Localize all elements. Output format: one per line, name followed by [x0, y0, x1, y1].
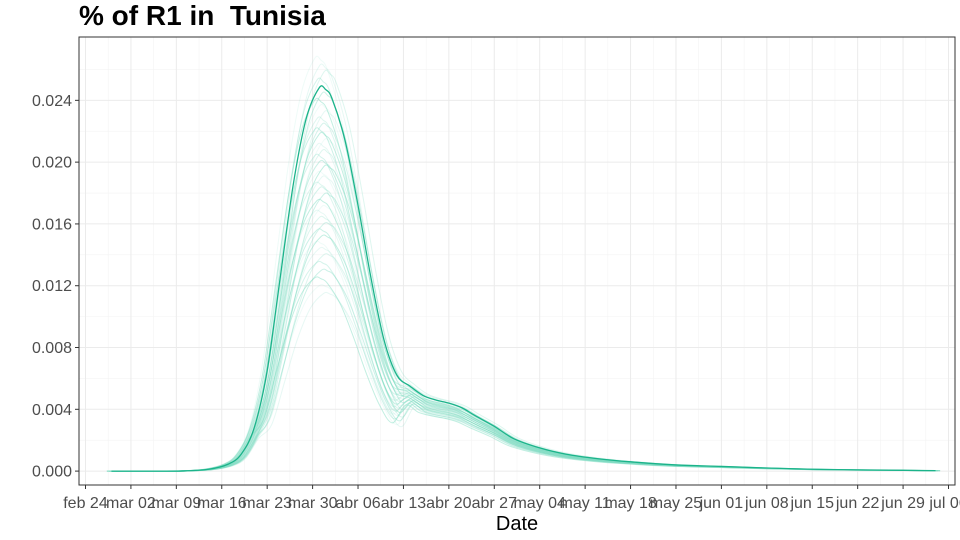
y-tick-label: 0.024 — [32, 93, 72, 110]
ensemble-line — [115, 253, 941, 472]
ensemble-line — [113, 175, 938, 472]
main-series-line — [111, 85, 936, 472]
x-tick-label: feb 24 — [63, 495, 108, 512]
ensemble-line — [111, 186, 936, 472]
x-tick-label: may 25 — [650, 495, 703, 512]
y-tick-label: 0.020 — [32, 155, 72, 172]
ensemble-line — [106, 209, 931, 472]
ensemble-line — [109, 116, 934, 472]
ensemble-line — [113, 204, 938, 472]
minor-gridlines — [79, 37, 955, 485]
x-tick-label: jun 15 — [789, 495, 834, 512]
x-tick-label: abr 20 — [426, 495, 471, 512]
y-axis: 0.000 0.004 0.008 0.012 0.016 0.020 0.024 — [32, 93, 79, 481]
ensemble-line — [106, 127, 931, 472]
x-tick-label: mar 23 — [242, 495, 292, 512]
x-axis-title: Date — [496, 513, 538, 535]
ensemble-line — [115, 164, 941, 472]
ensemble-line — [106, 181, 931, 472]
x-tick-label: jun 01 — [699, 495, 744, 512]
x-tick-label: may 04 — [513, 495, 566, 512]
ensemble-line — [106, 153, 931, 472]
ensemble-line — [113, 268, 938, 472]
ensemble-line — [113, 149, 938, 472]
ensemble-line — [115, 138, 941, 472]
ensemble-line — [106, 240, 931, 472]
ensemble-line — [109, 228, 934, 472]
y-tick-label: 0.004 — [32, 402, 72, 419]
ensemble-line — [109, 170, 934, 472]
x-tick-label: abr 06 — [335, 495, 380, 512]
ensemble-line — [115, 222, 941, 472]
y-tick-label: 0.000 — [32, 464, 72, 481]
y-tick-label: 0.016 — [32, 216, 72, 233]
ensemble-line — [109, 198, 934, 472]
ensemble-line — [111, 284, 936, 472]
x-tick-label: jun 29 — [880, 495, 925, 512]
x-tick-label: mar 02 — [106, 495, 156, 512]
x-tick-label: mar 16 — [197, 495, 247, 512]
ensemble-line — [113, 122, 938, 472]
ensemble-line — [115, 69, 941, 472]
ensemble-line — [115, 110, 941, 472]
ensemble-line — [113, 234, 938, 472]
y-tick-label: 0.008 — [32, 340, 72, 357]
main-series-line-group — [111, 85, 936, 472]
ensemble-line — [113, 91, 938, 472]
ensemble-line — [115, 291, 941, 472]
x-tick-label: abr 27 — [472, 495, 517, 512]
ensemble-line — [106, 97, 931, 472]
x-tick-label: mar 09 — [151, 495, 201, 512]
ensemble-line — [111, 215, 936, 472]
x-tick-label: jul 06 — [928, 495, 960, 512]
ensemble-line — [109, 77, 934, 472]
x-tick-label: jun 08 — [744, 495, 789, 512]
x-tick-label: abr 13 — [381, 495, 426, 512]
ensemble-line — [115, 192, 941, 472]
x-tick-label: mar 30 — [288, 495, 338, 512]
y-tick-label: 0.012 — [32, 278, 72, 295]
ensemble-line — [109, 142, 934, 472]
chart-title: % of R1 in Tunisia — [79, 0, 326, 31]
x-tick-label: may 18 — [604, 495, 657, 512]
ensemble-line — [109, 260, 934, 472]
x-tick-label: may 11 — [559, 495, 610, 512]
x-tick-label: jun 22 — [835, 495, 880, 512]
ensemble-line — [111, 246, 936, 472]
panel-border — [78, 36, 956, 486]
major-gridlines — [79, 37, 955, 485]
